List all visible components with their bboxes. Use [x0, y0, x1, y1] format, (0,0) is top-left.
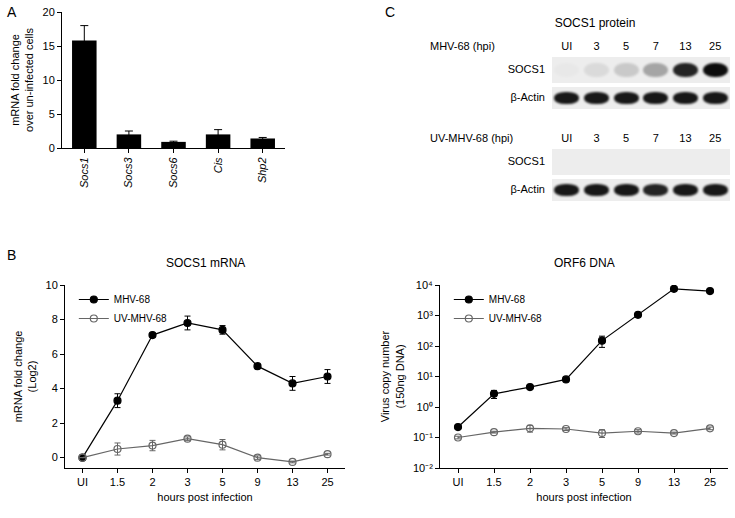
svg-text:10⁰: 10⁰ — [417, 401, 433, 413]
svg-text:Socs1: Socs1 — [78, 157, 90, 188]
svg-text:A: A — [7, 4, 17, 20]
svg-text:3: 3 — [184, 476, 190, 488]
html-text:SOCS1: SOCS1 — [507, 63, 545, 75]
svg-text:13: 13 — [286, 476, 298, 488]
html-text:β-Actin: β-Actin — [510, 91, 545, 103]
svg-text:UI: UI — [453, 476, 464, 488]
svg-text:15: 15 — [43, 40, 55, 52]
html-text:SOCS1: SOCS1 — [507, 155, 545, 167]
svg-text:8: 8 — [52, 313, 58, 325]
svg-text:9: 9 — [635, 476, 641, 488]
svg-text:UI: UI — [77, 476, 88, 488]
html-text:5: 5 — [623, 40, 630, 52]
html-text:5: 5 — [623, 132, 630, 144]
svg-text:0: 0 — [49, 142, 55, 154]
svg-text:mRNA fold change(Log2): mRNA fold change(Log2) — [12, 331, 38, 423]
svg-text:10⁻¹: 10⁻¹ — [413, 431, 433, 443]
html-text:3: 3 — [593, 132, 600, 144]
svg-text:hours post infection: hours post infection — [536, 491, 631, 503]
svg-text:2: 2 — [527, 476, 533, 488]
svg-text:2: 2 — [52, 417, 58, 429]
svg-text:25: 25 — [321, 476, 333, 488]
svg-text:Socs3: Socs3 — [122, 157, 134, 188]
html-text:SOCS1 protein: SOCS1 protein — [554, 16, 636, 30]
svg-text:Virus copy number(150ng DNA): Virus copy number(150ng DNA) — [379, 330, 405, 422]
svg-text:2: 2 — [149, 476, 155, 488]
svg-text:9: 9 — [254, 476, 260, 488]
svg-text:UV-MHV-68: UV-MHV-68 — [114, 313, 167, 324]
svg-text:hours post infection: hours post infection — [157, 491, 252, 503]
svg-text:10²: 10² — [417, 340, 433, 352]
svg-text:25: 25 — [704, 476, 716, 488]
svg-text:1.5: 1.5 — [110, 476, 125, 488]
svg-text:6: 6 — [52, 348, 58, 360]
svg-text:10¹: 10¹ — [417, 370, 433, 382]
svg-text:MHV-68: MHV-68 — [489, 294, 526, 305]
svg-text:Shp2: Shp2 — [256, 157, 268, 183]
svg-text:10: 10 — [46, 279, 58, 291]
svg-text:5: 5 — [219, 476, 225, 488]
svg-text:5: 5 — [49, 108, 55, 120]
svg-text:mRNA fold changeover un-infect: mRNA fold changeover un-infected cells — [9, 28, 35, 132]
svg-text:UV-MHV-68: UV-MHV-68 — [489, 313, 542, 324]
html-text:25: 25 — [709, 132, 722, 144]
svg-text:13: 13 — [668, 476, 680, 488]
html-text:β-Actin: β-Actin — [510, 183, 545, 195]
svg-text:10⁻²: 10⁻² — [413, 462, 433, 474]
svg-text:4: 4 — [52, 382, 58, 394]
html-text:7: 7 — [652, 40, 659, 52]
svg-text:Cis: Cis — [212, 157, 224, 173]
svg-text:B: B — [7, 247, 16, 263]
svg-text:20: 20 — [43, 6, 55, 18]
html-text:MHV-68 (hpi): MHV-68 (hpi) — [430, 40, 495, 52]
svg-text:MHV-68: MHV-68 — [114, 294, 151, 305]
svg-text:1.5: 1.5 — [486, 476, 501, 488]
html-text:UV-MHV-68 (hpi): UV-MHV-68 (hpi) — [430, 132, 514, 144]
html-text:UI: UI — [561, 132, 573, 144]
html-text:7: 7 — [652, 132, 659, 144]
svg-text:Socs6: Socs6 — [167, 157, 179, 188]
svg-text:5: 5 — [599, 476, 605, 488]
svg-text:3: 3 — [563, 476, 569, 488]
svg-text:0: 0 — [52, 451, 58, 463]
html-text:UI: UI — [561, 40, 573, 52]
svg-text:10: 10 — [43, 74, 55, 86]
html-text:13: 13 — [679, 40, 692, 52]
html-text:25: 25 — [709, 40, 722, 52]
svg-text:10⁴: 10⁴ — [416, 279, 433, 291]
svg-text:10³: 10³ — [417, 309, 433, 321]
html-text:13: 13 — [679, 132, 692, 144]
svg-text:C: C — [385, 4, 395, 20]
html-text:3: 3 — [593, 40, 600, 52]
svg-text:ORF6 DNA: ORF6 DNA — [554, 256, 615, 270]
svg-text:SOCS1 mRNA: SOCS1 mRNA — [166, 256, 245, 270]
